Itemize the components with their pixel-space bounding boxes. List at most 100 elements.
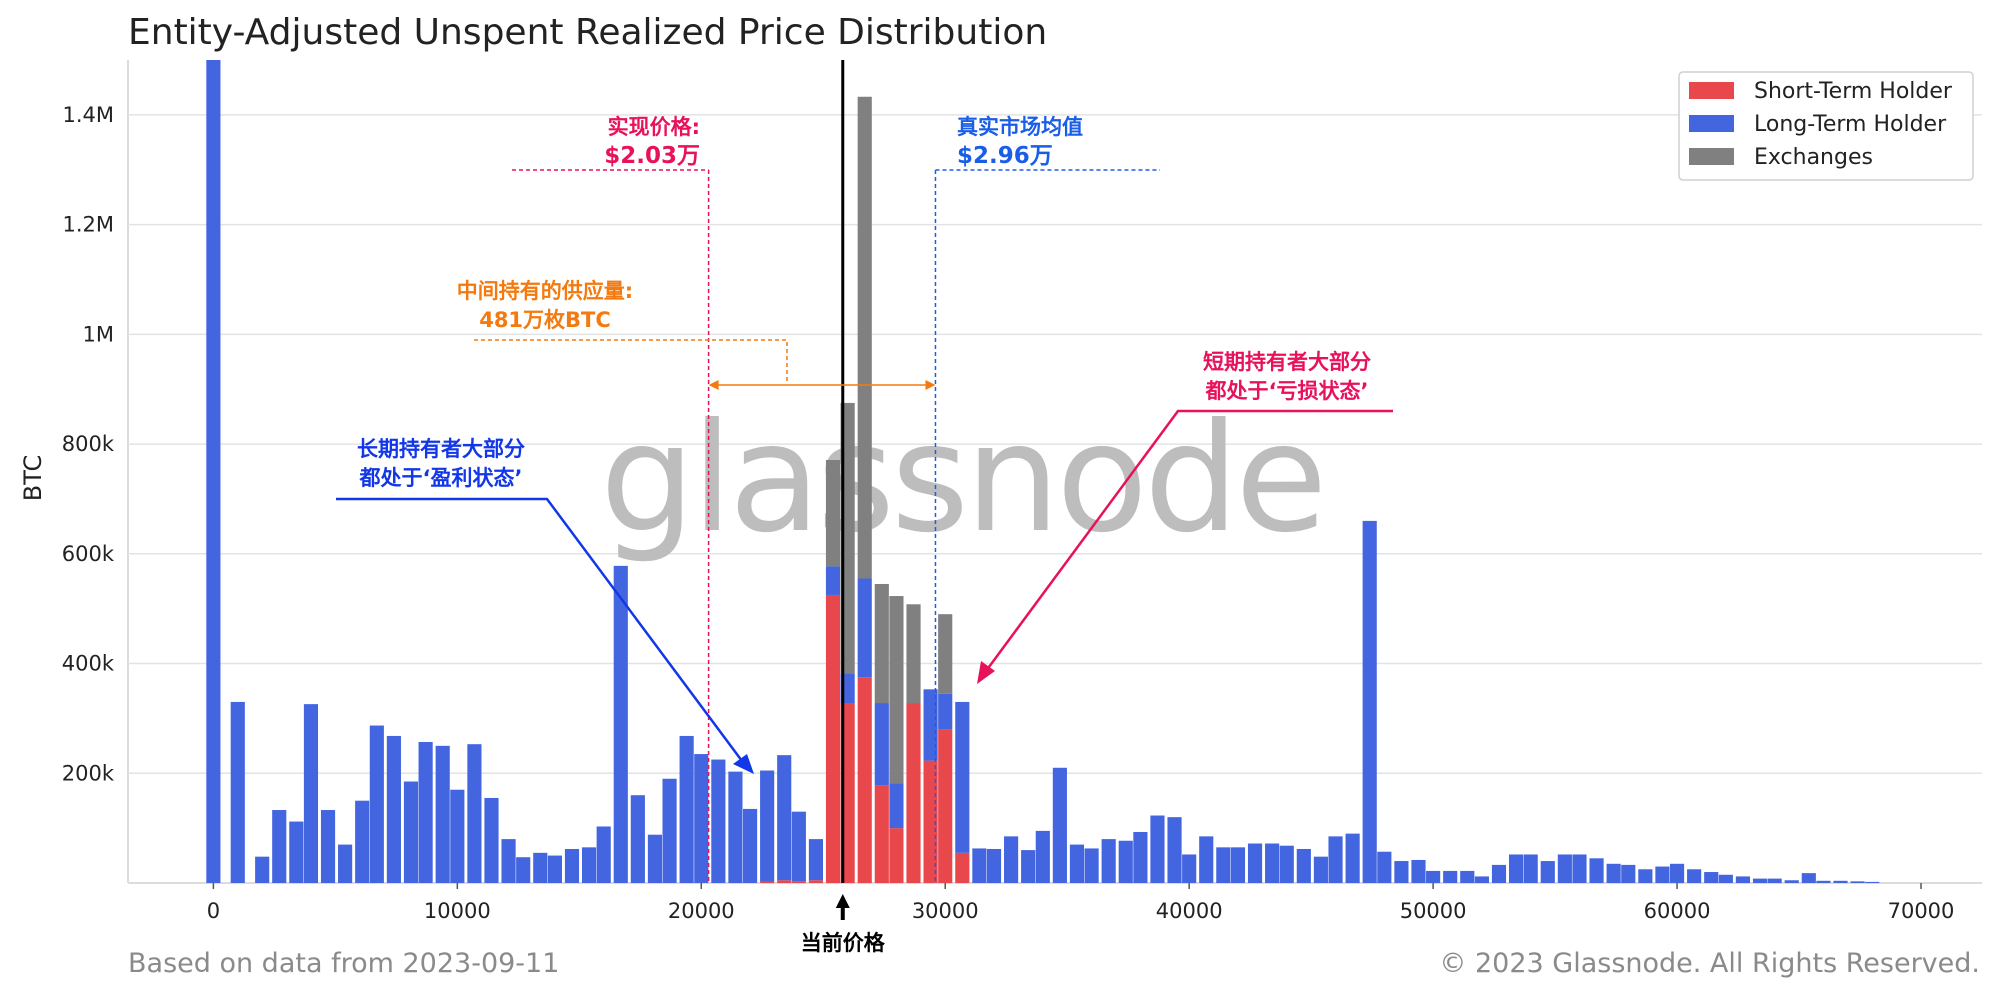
bar-long-term-holder (1784, 880, 1799, 883)
bar-long-term-holder (501, 839, 516, 883)
lth-note-arrowhead (733, 754, 754, 774)
x-tick-label: 50000 (1400, 899, 1467, 923)
y-tick-label: 1.4M (62, 103, 114, 127)
lth-note-line2: 都处于‘盈利状态’ (359, 466, 523, 490)
bar-short-term-holder (923, 760, 938, 883)
current-price-label: 当前价格 (801, 931, 886, 955)
bar-long-term-holder (1313, 856, 1328, 883)
bar-long-term-holder (1801, 873, 1816, 883)
bar-long-term-holder (581, 847, 597, 883)
bar-long-term-holder (1687, 869, 1702, 883)
bar-long-term-holder (1021, 850, 1036, 883)
bar-long-term-holder (1816, 880, 1831, 883)
legend-box (1678, 71, 1974, 181)
bar-long-term-holder (972, 848, 987, 883)
y-tick-label: 1.2M (62, 213, 114, 237)
bar-long-term-holder (1540, 861, 1555, 883)
bar-long-term-holder (1377, 851, 1392, 883)
x-tick-label: 30000 (912, 899, 979, 923)
bar-long-term-holder (955, 701, 970, 853)
bar-short-term-holder (955, 852, 970, 883)
bar-long-term-holder (1589, 858, 1604, 883)
bar-long-term-holder (1669, 863, 1685, 883)
x-tick-label: 70000 (1888, 899, 1955, 923)
bar-long-term-holder (986, 848, 1002, 883)
bar-long-term-holder (1638, 869, 1653, 883)
y-tick-label: 800k (62, 432, 115, 456)
bar-long-term-holder (386, 735, 401, 883)
y-axis-label: BTC (19, 455, 47, 501)
bar-long-term-holder (418, 741, 433, 883)
bar-long-term-holder (679, 735, 694, 883)
bar-long-term-holder (1362, 520, 1377, 883)
sth-note-line1: 短期持有者大部分 (1203, 350, 1371, 374)
bar-exchanges (938, 614, 953, 694)
bar-long-term-holder (403, 781, 419, 883)
supply-between-value: 481万枚BTC (479, 308, 611, 332)
bar-long-term-holder (1345, 833, 1360, 883)
sth-note-arrowhead (977, 661, 995, 684)
glassnode-watermark: glassnode (600, 392, 1323, 566)
bar-long-term-holder (808, 839, 824, 881)
sth-note-line2: 都处于‘亏损状态’ (1205, 379, 1369, 403)
bar-long-term-holder (1767, 878, 1782, 883)
bar-long-term-holder (1004, 836, 1019, 883)
bar-long-term-holder (1069, 844, 1085, 883)
bar-long-term-holder (1606, 863, 1621, 883)
bar-long-term-holder (1557, 854, 1572, 883)
bar-long-term-holder (564, 848, 580, 883)
bar-short-term-holder (889, 828, 904, 883)
supply-between-leader (474, 339, 788, 384)
bar-short-term-holder (938, 729, 953, 883)
bar-long-term-holder (255, 856, 270, 883)
x-tick-label: 60000 (1644, 899, 1711, 923)
bar-long-term-holder (467, 744, 482, 883)
legend-swatch-exchanges (1689, 148, 1734, 165)
bar-short-term-holder (760, 881, 775, 883)
bar-long-term-holder (1279, 845, 1294, 883)
bar-long-term-holder (547, 855, 562, 883)
x-tick-labels: 0 10000 20000 30000 40000 50000 60000 70000 (207, 883, 1955, 923)
bar-long-term-holder (1655, 866, 1670, 883)
bar-long-term-holder (647, 834, 663, 883)
legend-swatch-sth (1689, 82, 1734, 99)
bar-long-term-holder (1150, 815, 1165, 883)
bar-long-term-holder (728, 771, 743, 883)
lth-note-line1: 长期持有者大部分 (357, 437, 525, 461)
bar-long-term-holder (1460, 870, 1475, 883)
bar-exchanges (825, 459, 841, 567)
bar-long-term-holder (1718, 874, 1733, 883)
legend-label-sth: Short-Term Holder (1754, 79, 1953, 104)
bar-long-term-holder (1265, 843, 1280, 883)
y-tick-label: 400k (62, 652, 115, 676)
bar-long-term-holder (857, 578, 872, 678)
x-tick-label: 20000 (668, 899, 735, 923)
bar-long-term-holder (1247, 843, 1263, 883)
current-price-arrow (835, 894, 850, 920)
current-price-marker: 当前价格 (801, 60, 886, 955)
bar-long-term-holder (450, 789, 465, 883)
x-tick-label: 0 (207, 899, 220, 923)
bar-series (206, 60, 1880, 883)
bar-long-term-holder (1491, 864, 1507, 883)
bar-long-term-holder (1216, 847, 1231, 883)
bar-long-term-holder (533, 852, 548, 883)
x-tick-label: 40000 (1156, 899, 1223, 923)
bar-long-term-holder (760, 770, 775, 882)
realized-price-value: $2.03万 (604, 143, 700, 169)
bar-short-term-holder (906, 703, 921, 883)
bar-short-term-holder (791, 881, 806, 883)
true-market-mean-title: 真实市场均值 (957, 115, 1083, 139)
bar-long-term-holder (1328, 836, 1343, 883)
x-tick-label: 10000 (424, 899, 491, 923)
bar-long-term-holder (1167, 817, 1182, 883)
bar-long-term-holder (889, 783, 904, 829)
bar-long-term-holder (938, 693, 953, 730)
bar-long-term-holder (1572, 854, 1587, 883)
y-tick-label: 200k (62, 761, 115, 785)
sth-note-arrow-line (984, 409, 1393, 672)
bar-long-term-holder (272, 810, 287, 883)
bar-long-term-holder (923, 689, 938, 761)
footer-data-date: Based on data from 2023-09-11 (128, 948, 559, 979)
realized-price-annotation: 实现价格: $2.03万 (512, 115, 710, 883)
